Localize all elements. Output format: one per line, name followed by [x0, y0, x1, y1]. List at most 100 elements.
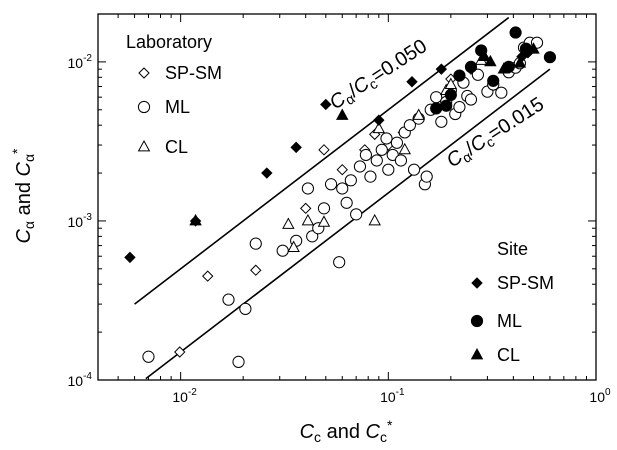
- data-point: [276, 244, 289, 257]
- legend-lab-ml-marker: [137, 100, 151, 114]
- data-point: [435, 63, 448, 75]
- y-axis-title: Cα and Cα*: [9, 148, 37, 244]
- data-point: [333, 256, 346, 269]
- data-point: [250, 264, 262, 276]
- y-tick-label: 10-3: [68, 212, 93, 230]
- data-point: [407, 163, 421, 176]
- data-point: [372, 121, 386, 134]
- y-tick-label: 10-4: [68, 371, 93, 389]
- data-point: [249, 237, 262, 250]
- data-point: [353, 160, 367, 173]
- legend-site-title: Site: [497, 239, 528, 259]
- legend-site-cl-label: CL: [497, 345, 520, 365]
- data-point: [394, 154, 408, 167]
- reference-lines: [134, 16, 551, 380]
- data-point: [336, 182, 349, 195]
- ref-line-1: [145, 68, 551, 380]
- data-point: [444, 88, 457, 102]
- data-point: [375, 143, 388, 156]
- data-point: [290, 141, 302, 154]
- x-tick-label: 100: [589, 387, 611, 405]
- data-point: [239, 302, 252, 315]
- data-point: [430, 91, 443, 104]
- data-point: [464, 93, 478, 106]
- data-point: [464, 60, 478, 73]
- data-point: [478, 49, 491, 61]
- data-point: [484, 54, 497, 67]
- data-point: [317, 215, 331, 227]
- legend-site-cl-marker: [470, 347, 484, 360]
- legend-site-ml-label: ML: [497, 311, 522, 331]
- data-point: [282, 217, 295, 229]
- data-points: [124, 26, 557, 368]
- data-point: [202, 270, 214, 282]
- data-point: [370, 154, 383, 167]
- data-point: [487, 74, 500, 87]
- data-point: [513, 56, 527, 68]
- data-point: [317, 202, 331, 215]
- data-point: [509, 26, 522, 39]
- data-point: [403, 119, 416, 132]
- series-site-cl: [189, 42, 540, 226]
- data-point: [299, 202, 312, 215]
- legend-lab-cl-marker: [137, 139, 151, 152]
- tick-labels: 10-2 10-1 100 10-4 10-3 10-2: [68, 53, 611, 405]
- data-point: [261, 167, 273, 179]
- legend-lab-spsm-label: SP-SM: [165, 63, 222, 83]
- data-point: [390, 136, 404, 149]
- legend-lab-sp-sm-marker: [138, 67, 150, 79]
- legend-lab-ml-label: ML: [165, 97, 190, 117]
- data-point: [382, 163, 395, 176]
- data-point: [430, 102, 443, 115]
- data-point: [412, 108, 425, 120]
- series-site-ml: [430, 26, 557, 115]
- data-point: [336, 163, 348, 176]
- legend-site-spsm-label: SP-SM: [497, 273, 554, 293]
- data-point: [318, 144, 330, 156]
- plot-frame: [97, 13, 597, 381]
- data-point: [189, 213, 202, 226]
- data-point: [340, 196, 353, 209]
- axis-ticks: [97, 13, 597, 381]
- x-tick-label: 10-1: [380, 387, 405, 405]
- y-tick-label: 10-2: [68, 53, 93, 71]
- legend-lab-cl-label: CL: [165, 137, 188, 157]
- data-point: [301, 213, 315, 226]
- data-point: [495, 86, 508, 99]
- data-point: [368, 213, 381, 226]
- data-point: [350, 208, 363, 221]
- data-point: [453, 100, 466, 114]
- data-point: [344, 174, 357, 187]
- data-point: [142, 350, 155, 363]
- data-point: [453, 69, 466, 82]
- legend-site-ml-marker: [470, 314, 484, 328]
- data-point: [174, 346, 186, 358]
- data-point: [543, 51, 557, 64]
- data-point: [222, 293, 235, 306]
- legend-site: Site SP-SM ML CL: [470, 239, 554, 365]
- data-point: [324, 178, 338, 191]
- data-point: [320, 98, 332, 111]
- data-point: [435, 115, 448, 128]
- x-tick-label: 10-2: [172, 387, 197, 405]
- data-point: [301, 182, 315, 195]
- data-point: [336, 108, 349, 120]
- data-point: [364, 170, 377, 183]
- legend-site-markers: [470, 277, 484, 360]
- data-point: [232, 355, 245, 368]
- data-point: [124, 251, 136, 264]
- legend-laboratory-title: Laboratory: [126, 32, 212, 52]
- data-point: [373, 114, 385, 126]
- data-point: [471, 68, 485, 81]
- data-point: [380, 132, 393, 145]
- data-point: [420, 170, 433, 183]
- data-point: [287, 240, 300, 252]
- ref-line-0: [134, 16, 510, 305]
- data-point: [306, 230, 319, 243]
- data-point: [527, 42, 540, 54]
- data-point: [440, 99, 453, 112]
- data-point: [444, 77, 458, 89]
- legend-site-sp-sm-marker: [471, 277, 483, 289]
- data-point: [398, 142, 412, 155]
